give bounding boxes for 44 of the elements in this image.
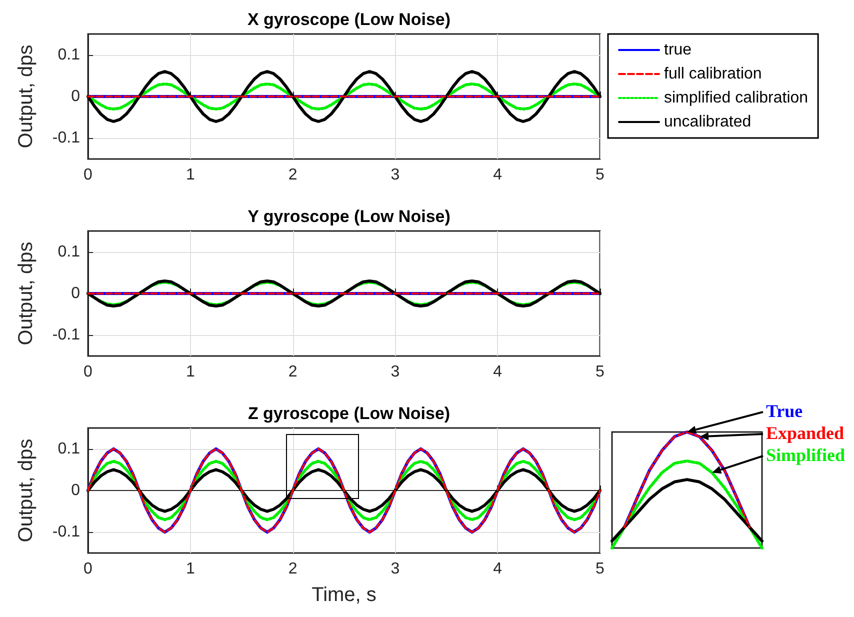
legend-label: full calibration [664,66,762,82]
y-axis-title: Output, dps [15,44,37,148]
x-tick-label: 0 [84,364,93,380]
text: Simplified [766,445,846,465]
x-tick-label: 2 [288,364,298,380]
x-tick-label: 0 [84,560,93,578]
y-axis-title: Output, dps [15,438,37,542]
y-tick-label: 0.1 [58,243,80,260]
y-tick-label: 0 [71,285,80,302]
y-tick-label: -0.1 [52,326,80,344]
x-tick-label: 4 [493,560,502,578]
x-tick-label: 0 [84,166,93,184]
text: True [766,401,803,421]
x-tick-label: 3 [390,364,400,380]
x-tick-label: 2 [288,166,298,184]
chart-title: Y gyroscope (Low Noise) [248,207,450,226]
line-series [86,468,602,513]
x-tick-label: 3 [390,166,400,184]
legend-label: uncalibrated [664,114,752,130]
x-tick-label: 4 [493,166,502,184]
x-tick-label: 1 [186,364,195,380]
x-tick-label: 5 [596,560,605,578]
y-axis-title: Output, dps [15,242,37,346]
x-tick-label: 3 [390,560,400,578]
x-tick-label: 5 [596,166,605,184]
x-axis-title: Time, s [312,584,376,606]
chart-title: Z gyroscope (Low Noise) [248,404,450,423]
x-tick-label: 1 [186,166,195,184]
y-tick-label: -0.1 [52,130,80,147]
y-tick-label: -0.1 [52,524,80,541]
y-tick-label: 0 [71,88,80,105]
y-tick-label: 0 [71,482,80,499]
legend-label: simplified calibration [664,90,808,106]
x-tick-label: 5 [596,364,605,380]
y-tick-label: 0.1 [58,46,80,64]
y-tick-label: 0.1 [58,440,80,458]
x-tick-label: 1 [186,560,195,578]
x-tick-label: 4 [493,364,502,380]
line-series [86,70,602,123]
text: Expanded [766,423,844,443]
x-tick-label: 2 [288,560,298,578]
line-series [86,460,602,522]
legend-label: true [664,42,692,58]
chart-title: X gyroscope (Low Noise) [247,10,451,29]
